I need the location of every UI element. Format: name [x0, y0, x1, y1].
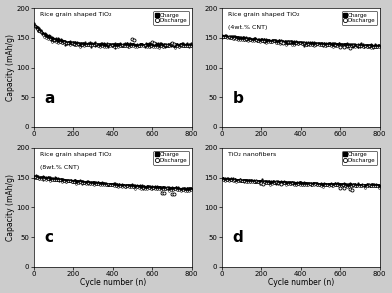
Legend: Charge, Discharge: Charge, Discharge	[341, 11, 377, 25]
Y-axis label: Capacity (mAh/g): Capacity (mAh/g)	[5, 174, 15, 241]
X-axis label: Cycle number (n): Cycle number (n)	[268, 278, 334, 287]
Y-axis label: Capacity (mAh/g): Capacity (mAh/g)	[5, 34, 15, 101]
Text: (4wt.% CNT): (4wt.% CNT)	[228, 25, 267, 30]
Text: Rice grain shaped TiO₂: Rice grain shaped TiO₂	[40, 12, 111, 17]
Text: Rice grain shaped TiO₂: Rice grain shaped TiO₂	[40, 151, 111, 156]
X-axis label: Cycle number (n): Cycle number (n)	[80, 278, 146, 287]
Legend: Charge, Discharge: Charge, Discharge	[154, 11, 189, 25]
Legend: Charge, Discharge: Charge, Discharge	[341, 151, 377, 165]
Text: (8wt.% CNT): (8wt.% CNT)	[40, 165, 79, 170]
Text: Rice grain shaped TiO₂: Rice grain shaped TiO₂	[228, 12, 299, 17]
Text: a: a	[45, 91, 55, 105]
Text: c: c	[45, 231, 54, 246]
Text: d: d	[233, 231, 243, 246]
Text: b: b	[233, 91, 243, 105]
Legend: Charge, Discharge: Charge, Discharge	[154, 151, 189, 165]
Text: TiO₂ nanofibers: TiO₂ nanofibers	[228, 151, 276, 156]
